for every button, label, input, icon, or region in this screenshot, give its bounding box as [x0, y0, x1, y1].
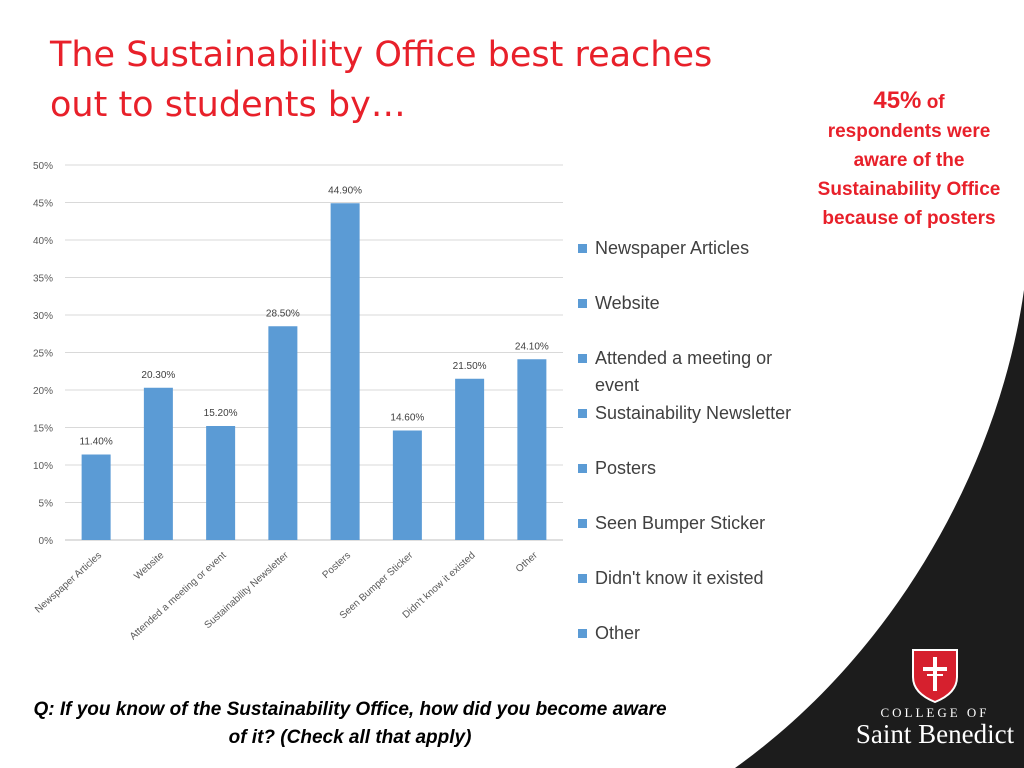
logo-college-of: COLLEGE OF — [880, 705, 990, 720]
slide-title: The Sustainability Office best reaches o… — [50, 35, 713, 125]
y-tick-label: 50% — [33, 161, 53, 172]
y-tick-label: 30% — [33, 311, 53, 322]
bar-chart: 0% 5% 10% 15% 20% 25% 30% 35% 40% 45% 50% 11.40% New… — [33, 161, 563, 642]
callout-text: respondents were aware of the Sustainabi… — [817, 121, 1001, 229]
legend-label: Other — [595, 623, 641, 643]
y-tick-label: 45% — [33, 199, 53, 210]
legend-swatch — [578, 629, 587, 638]
legend-swatch — [578, 519, 587, 528]
legend-swatch — [578, 409, 587, 418]
y-tick-label: 0% — [39, 536, 54, 547]
legend-swatch — [578, 244, 587, 253]
y-tick-label: 15% — [33, 424, 53, 435]
legend-label: Attended a meeting or event — [595, 348, 773, 395]
bar — [392, 430, 422, 540]
bar — [206, 426, 236, 540]
legend-label: Didn't know it existed — [595, 568, 764, 588]
y-tick-label: 5% — [39, 499, 54, 510]
bar — [330, 203, 360, 540]
legend-label: Website — [595, 293, 660, 313]
survey-question: Q: If you know of the Sustainability Off… — [33, 699, 667, 748]
legend-label: Posters — [595, 458, 657, 478]
data-label: 11.40% — [80, 437, 113, 448]
y-tick-label: 25% — [33, 349, 53, 360]
y-tick-label: 35% — [33, 274, 53, 285]
data-label: 14.60% — [390, 413, 424, 424]
callout-of: of — [926, 92, 945, 113]
bar — [268, 326, 298, 540]
legend-swatch — [578, 299, 587, 308]
legend-swatch — [578, 354, 587, 363]
data-label: 24.10% — [515, 341, 549, 352]
data-label: 21.50% — [453, 361, 487, 372]
bar — [81, 454, 111, 540]
bar — [143, 387, 173, 540]
callout: 45% of respondents were aware of the Sus… — [812, 86, 1006, 233]
legend-label: Seen Bumper Sticker — [595, 513, 766, 533]
data-label: 15.20% — [204, 408, 238, 419]
x-tick-label: Newspaper Articles — [33, 550, 104, 615]
x-tick-label: Website — [132, 550, 166, 583]
bar — [517, 359, 547, 540]
shield-cross-icon — [912, 649, 958, 703]
x-tick-label: Posters — [321, 550, 354, 581]
legend-swatch — [578, 574, 587, 583]
data-label: 20.30% — [141, 370, 175, 381]
data-label: 44.90% — [328, 185, 362, 196]
college-logo: COLLEGE OF Saint Benedict — [850, 645, 1020, 755]
x-tick-label: Other — [514, 550, 540, 575]
legend-label: Sustainability Newsletter — [595, 403, 792, 423]
logo-saint-benedict: Saint Benedict — [855, 719, 1015, 749]
legend-swatch — [578, 464, 587, 473]
y-tick-label: 10% — [33, 461, 53, 472]
y-tick-label: 20% — [33, 386, 53, 397]
y-tick-label: 40% — [33, 236, 53, 247]
legend-label: Newspaper Articles — [595, 238, 750, 258]
bar — [455, 378, 485, 540]
data-label: 28.50% — [266, 308, 300, 319]
callout-percent: 45% — [873, 87, 922, 114]
